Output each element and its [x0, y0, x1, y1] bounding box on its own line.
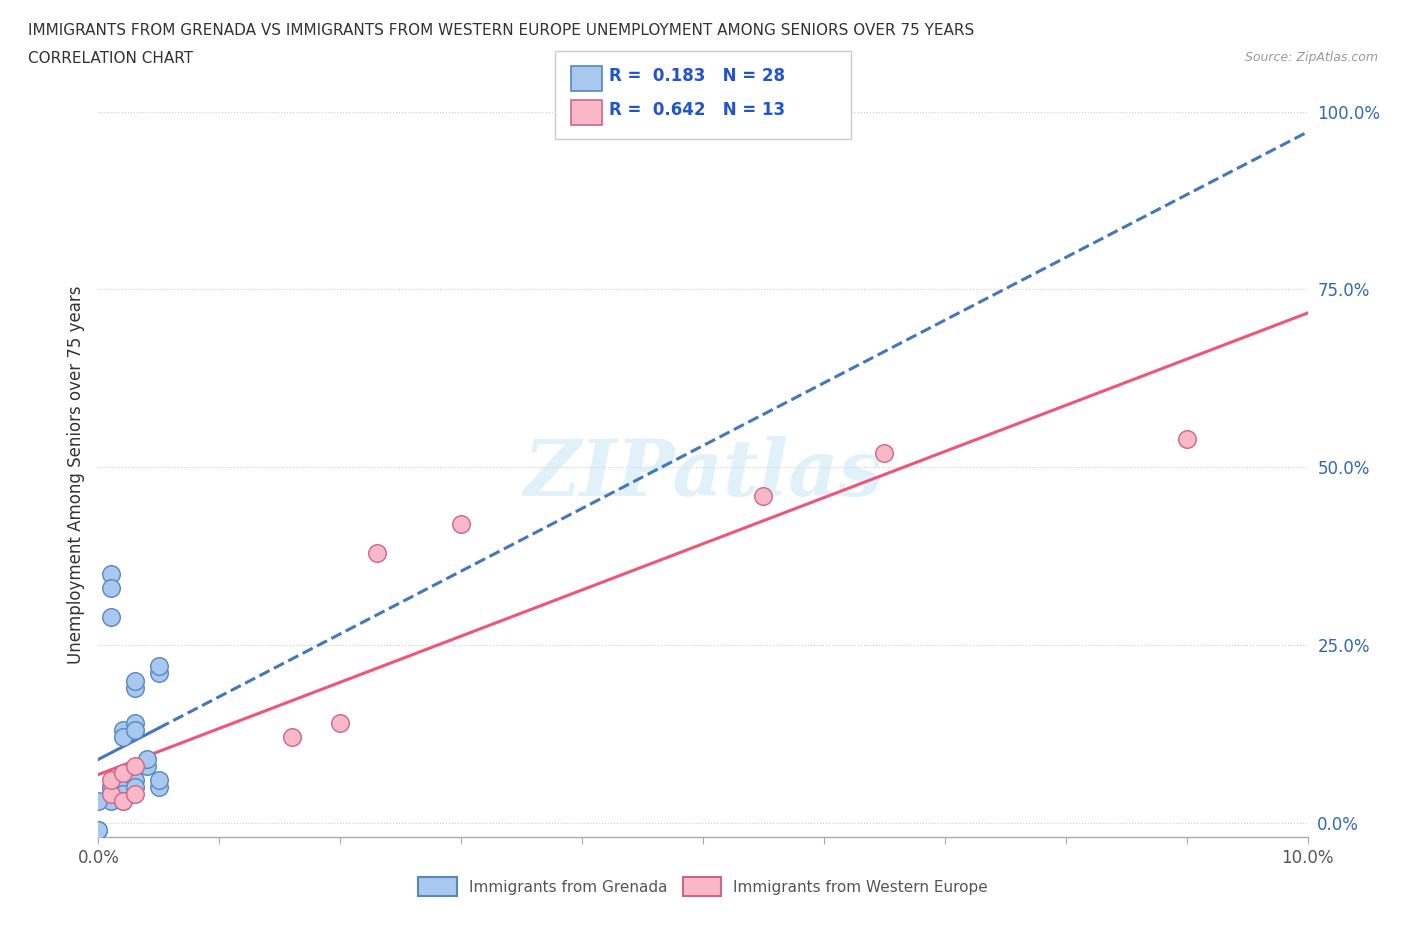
Point — [124, 773, 146, 788]
Point — [124, 759, 146, 774]
Y-axis label: Unemployment Among Seniors over 75 years: Unemployment Among Seniors over 75 years — [66, 286, 84, 663]
Text: R =  0.642   N = 13: R = 0.642 N = 13 — [609, 100, 785, 119]
Point — [100, 779, 122, 794]
Text: Source: ZipAtlas.com: Source: ZipAtlas.com — [1244, 51, 1378, 64]
Point — [100, 566, 122, 581]
Point — [111, 794, 134, 809]
Point — [124, 673, 146, 688]
Point — [100, 773, 122, 788]
Text: IMMIGRANTS FROM GRENADA VS IMMIGRANTS FROM WESTERN EUROPE UNEMPLOYMENT AMONG SEN: IMMIGRANTS FROM GRENADA VS IMMIGRANTS FR… — [28, 23, 974, 38]
Point — [135, 751, 157, 766]
Point — [752, 488, 775, 503]
Point — [100, 580, 122, 595]
Point — [124, 680, 146, 695]
Text: R =  0.183   N = 28: R = 0.183 N = 28 — [609, 67, 785, 86]
Point — [111, 779, 134, 794]
Point — [873, 445, 896, 460]
Point — [148, 773, 170, 788]
Point — [111, 723, 134, 737]
Point — [124, 716, 146, 731]
Point — [124, 723, 146, 737]
Point — [100, 787, 122, 802]
Point — [111, 765, 134, 780]
Point — [135, 759, 157, 774]
Point — [111, 794, 134, 809]
Point — [100, 609, 122, 624]
Point — [100, 779, 122, 794]
Legend: Immigrants from Grenada, Immigrants from Western Europe: Immigrants from Grenada, Immigrants from… — [412, 871, 994, 902]
Point — [1175, 432, 1198, 446]
Point — [124, 779, 146, 794]
Point — [111, 730, 134, 745]
Point — [100, 787, 122, 802]
Point — [329, 716, 352, 731]
Text: ZIPatlas: ZIPatlas — [523, 436, 883, 512]
Point — [366, 545, 388, 560]
Point — [87, 794, 110, 809]
Point — [450, 517, 472, 532]
Point — [87, 822, 110, 837]
Point — [111, 765, 134, 780]
Point — [124, 787, 146, 802]
Point — [148, 666, 170, 681]
Text: CORRELATION CHART: CORRELATION CHART — [28, 51, 193, 66]
Point — [87, 822, 110, 837]
Point — [281, 730, 304, 745]
Point — [100, 794, 122, 809]
Point — [148, 779, 170, 794]
Point — [148, 658, 170, 673]
Point — [111, 787, 134, 802]
